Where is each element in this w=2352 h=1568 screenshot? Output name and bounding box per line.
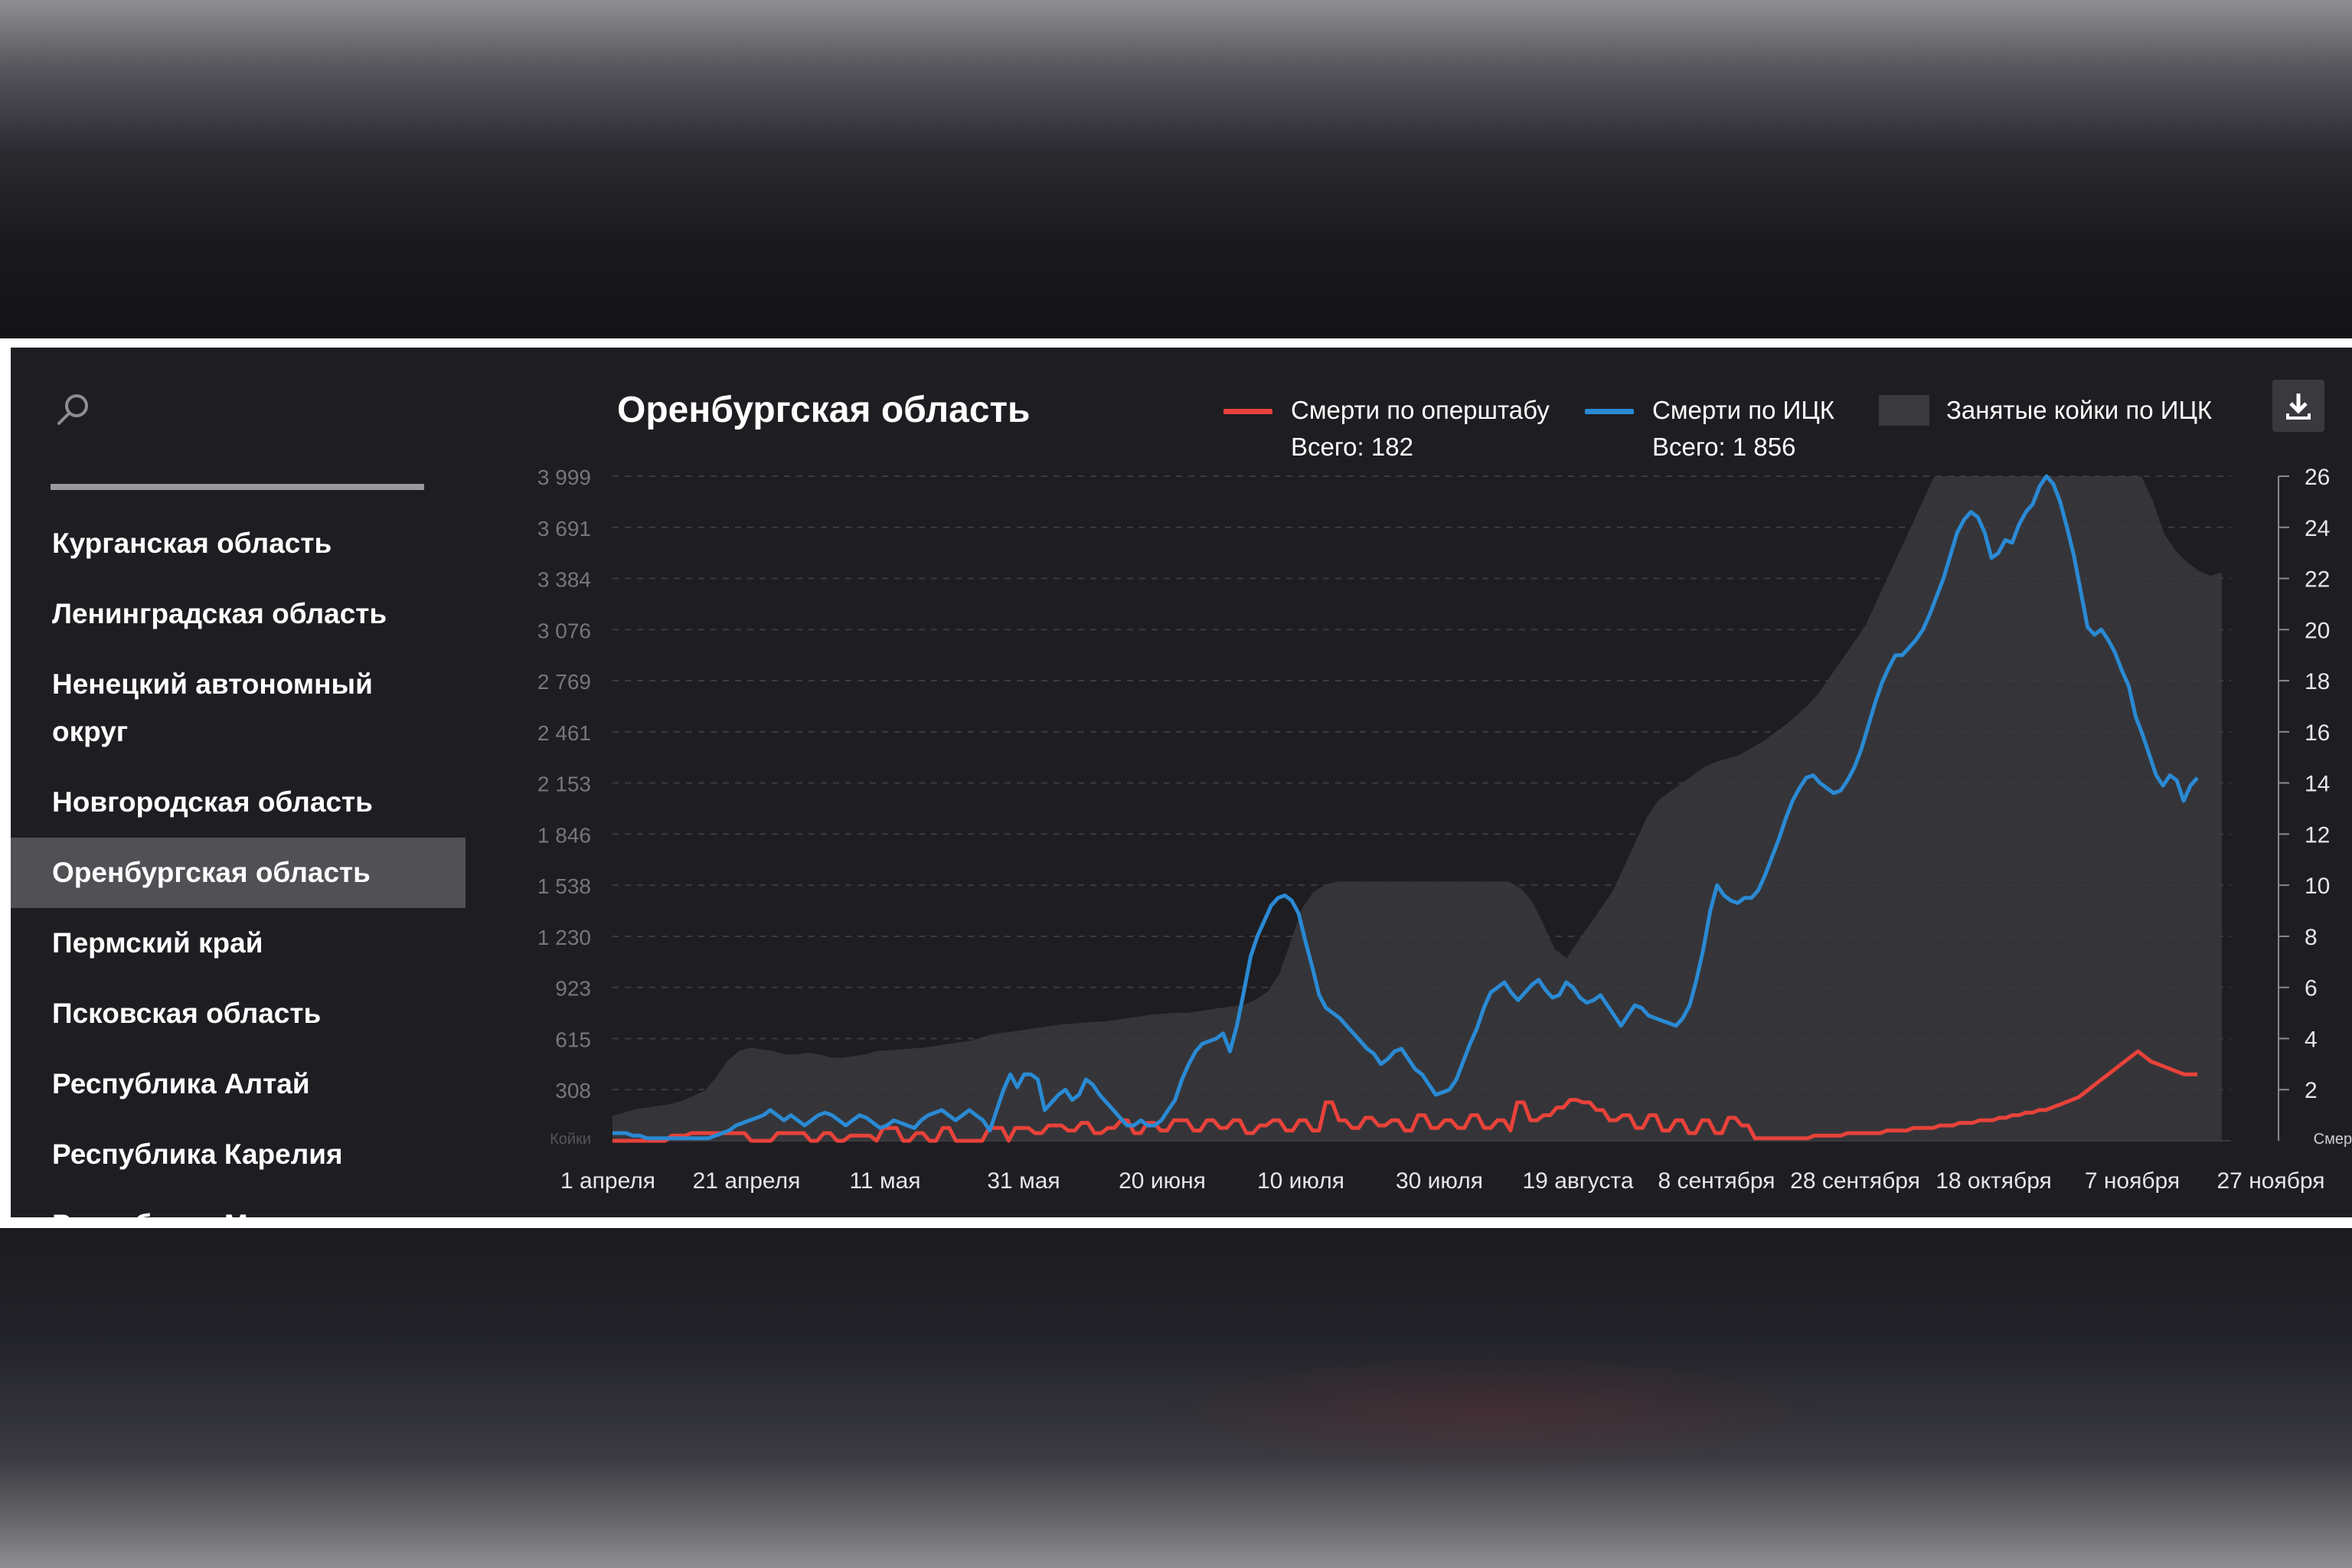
x-tick-label: 21 апреля — [693, 1168, 801, 1194]
y-tick-label-right: 10 — [2305, 874, 2330, 899]
x-tick-label: 18 октября — [1936, 1168, 2052, 1194]
download-button[interactable] — [2272, 380, 2324, 432]
legend-total-opershtab: Всего: 182 — [1291, 433, 1413, 461]
y-tick-label-right: 26 — [2305, 465, 2330, 490]
y-tick-label-right: 22 — [2305, 567, 2330, 593]
y-tick-label: 923 — [555, 977, 591, 1001]
y-tick-label: 1 538 — [537, 874, 591, 898]
legend-line-ick — [1585, 409, 1634, 414]
x-tick-label: 8 сентября — [1658, 1168, 1775, 1194]
sidebar-item-karelia[interactable]: Республика Карелия — [52, 1138, 343, 1170]
y-tick-label: 2 153 — [537, 773, 591, 796]
y-tick-label: 3 999 — [537, 466, 591, 489]
x-tick-label: 31 мая — [987, 1168, 1060, 1194]
screen-frame: Курганская область Ленинградская область… — [0, 338, 2352, 1228]
sidebar-item-novgorod[interactable]: Новгородская область — [52, 786, 373, 818]
series-area-beds — [612, 476, 2222, 1141]
y-tick-label: 2 461 — [537, 721, 591, 745]
y-tick-label: 1 846 — [537, 823, 591, 847]
y-tick-label-right: 12 — [2305, 822, 2330, 848]
line-chart: 3 999 3 691 3 384 3 076 2 769 2 461 2 153 1 846… — [537, 465, 2352, 1194]
x-tick-label: 27 ноября — [2217, 1168, 2325, 1194]
y-tick-label: 3 076 — [537, 619, 591, 642]
x-tick-label: 10 июля — [1257, 1168, 1344, 1194]
sidebar-item-pskov[interactable]: Псковская область — [52, 998, 322, 1029]
sidebar-item-leningrad[interactable]: Ленинградская область — [52, 598, 387, 629]
series-line-ick — [612, 474, 2199, 1141]
chart-title: Оренбургская область — [617, 390, 1031, 430]
y-axis-label-left: Койки — [550, 1131, 591, 1148]
sidebar-item-kurgan[interactable]: Курганская область — [52, 528, 332, 559]
background-top — [0, 0, 2352, 338]
download-icon — [2286, 394, 2311, 420]
y-tick-label-right: 6 — [2305, 976, 2318, 1001]
region-sidebar: Курганская область Ленинградская область… — [11, 508, 466, 1217]
search-underline — [51, 484, 424, 490]
sidebar-item-altai[interactable]: Республика Алтай — [52, 1068, 310, 1099]
sidebar-item-orenburg[interactable]: Оренбургская область — [11, 838, 466, 908]
background-bottom — [0, 1228, 2352, 1568]
legend-swatch-beds — [1879, 395, 1929, 426]
y-tick-label: 1 230 — [537, 926, 591, 949]
sidebar-item-mordovia[interactable]: Республика Мордовия — [11, 1190, 466, 1217]
y-tick-label-right: 16 — [2305, 720, 2330, 746]
legend-label-beds: Занятые койки по ИЦК — [1946, 396, 2213, 424]
y-tick-label-right: 18 — [2305, 669, 2330, 694]
search-icon[interactable] — [49, 387, 95, 433]
y-tick-label: 3 384 — [537, 567, 591, 591]
x-tick-label: 19 августа — [1522, 1168, 1633, 1194]
sidebar-item-perm[interactable]: Пермский край — [52, 927, 263, 959]
legend-total-ick: Всего: 1 856 — [1652, 433, 1796, 461]
series-line-opershtab — [612, 1049, 2197, 1143]
legend-label-opershtab: Смерти по оперштабу — [1291, 396, 1550, 424]
y-tick-label: 615 — [555, 1028, 591, 1052]
y-axis-label-right: Смерти — [2314, 1131, 2352, 1148]
x-tick-label: 1 апреля — [560, 1168, 655, 1194]
y-tick-label-right: 20 — [2305, 618, 2330, 643]
y-tick-label-right: 24 — [2305, 516, 2330, 541]
legend-label-ick: Смерти по ИЦК — [1652, 396, 1834, 424]
x-tick-label: 28 сентября — [1790, 1168, 1920, 1194]
y-tick-label-right: 4 — [2305, 1027, 2318, 1052]
x-tick-label: 20 июня — [1119, 1168, 1206, 1194]
y-tick-label: 3 691 — [537, 517, 591, 541]
legend-line-opershtab — [1223, 409, 1272, 414]
chart-panel: Курганская область Ленинградская область… — [11, 348, 2352, 1217]
sidebar-item-nenets[interactable]: Ненецкий автономный округ — [52, 668, 373, 747]
y-tick-label-right: 8 — [2305, 925, 2318, 950]
x-tick-label: 11 мая — [849, 1168, 920, 1194]
y-tick-label: 308 — [555, 1079, 591, 1102]
y-tick-label-right: 14 — [2305, 772, 2330, 797]
x-tick-label: 30 июля — [1396, 1168, 1483, 1194]
y-tick-label-right: 2 — [2305, 1078, 2318, 1103]
y-tick-label: 2 769 — [537, 670, 591, 694]
x-tick-label: 7 ноября — [2085, 1168, 2180, 1194]
